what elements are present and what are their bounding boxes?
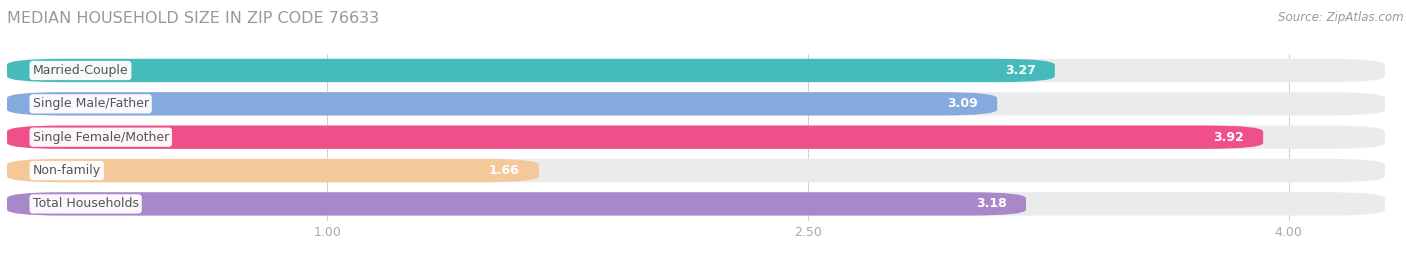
Text: 3.18: 3.18 [976,197,1007,210]
FancyBboxPatch shape [7,92,1385,115]
Text: Non-family: Non-family [32,164,101,177]
FancyBboxPatch shape [7,92,997,115]
Text: Single Female/Mother: Single Female/Mother [32,131,169,144]
Text: Total Households: Total Households [32,197,139,210]
FancyBboxPatch shape [7,159,538,182]
Text: 3.92: 3.92 [1213,131,1244,144]
Text: 3.27: 3.27 [1005,64,1036,77]
FancyBboxPatch shape [7,192,1385,215]
Text: Single Male/Father: Single Male/Father [32,97,149,110]
Text: 1.66: 1.66 [489,164,520,177]
FancyBboxPatch shape [7,126,1385,149]
Text: Source: ZipAtlas.com: Source: ZipAtlas.com [1278,11,1403,24]
Text: Married-Couple: Married-Couple [32,64,128,77]
FancyBboxPatch shape [7,126,1263,149]
FancyBboxPatch shape [7,59,1385,82]
FancyBboxPatch shape [7,159,1385,182]
Text: 3.09: 3.09 [948,97,979,110]
Text: MEDIAN HOUSEHOLD SIZE IN ZIP CODE 76633: MEDIAN HOUSEHOLD SIZE IN ZIP CODE 76633 [7,11,380,26]
FancyBboxPatch shape [7,192,1026,215]
FancyBboxPatch shape [7,59,1054,82]
